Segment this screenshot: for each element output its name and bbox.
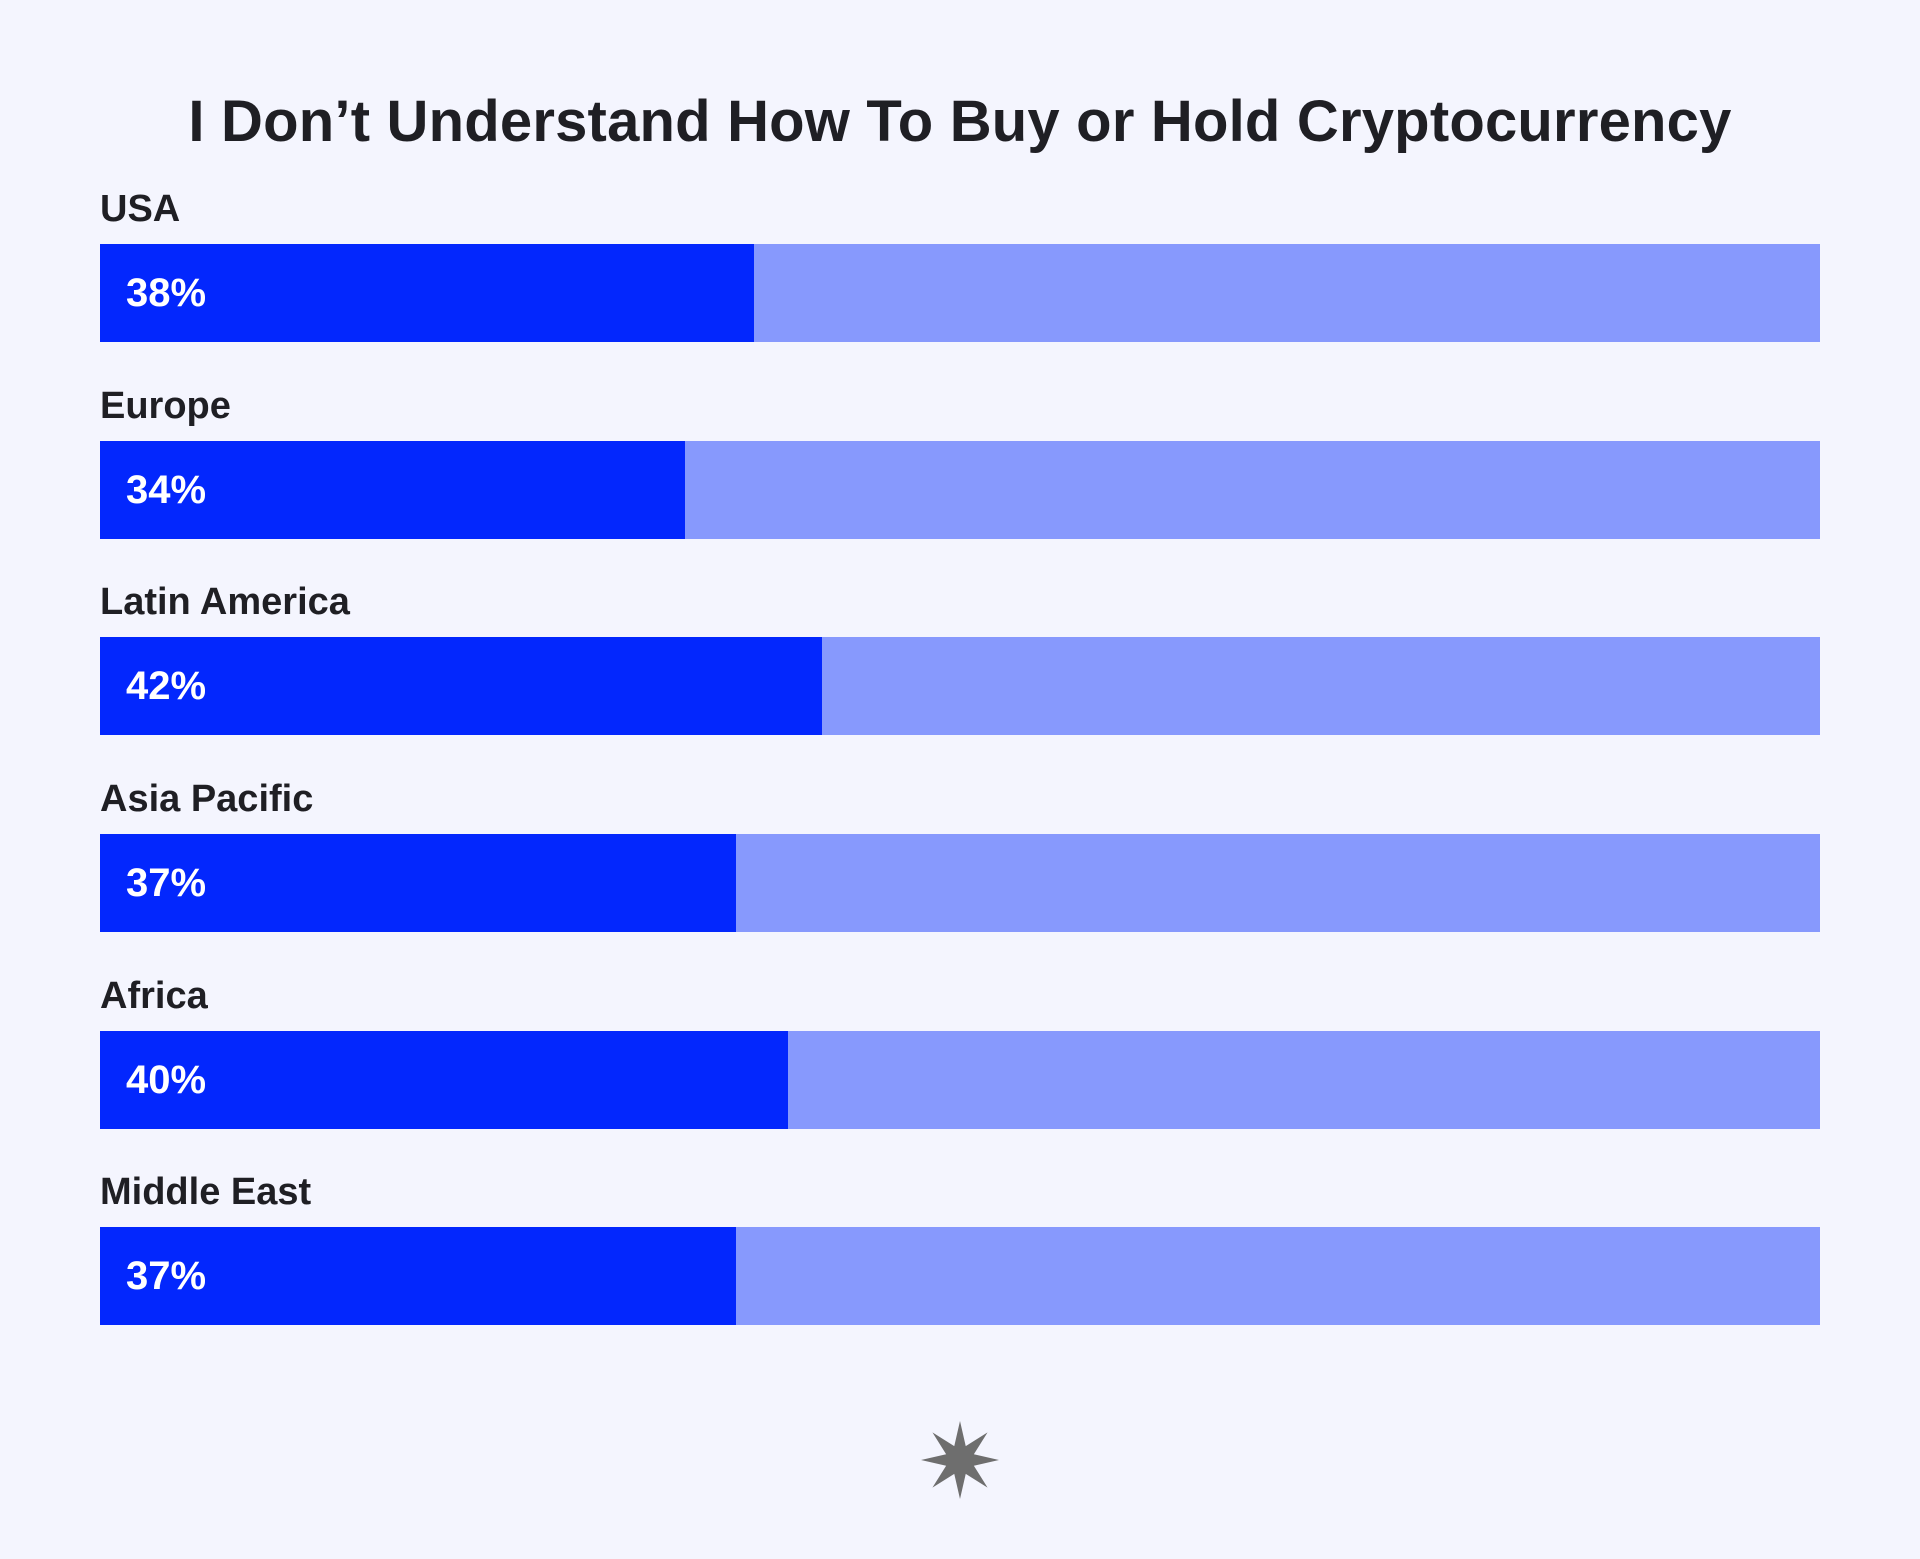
- bar: [100, 1030, 788, 1129]
- bar-track: 38%: [100, 244, 1820, 342]
- bar-track: 40%: [100, 1030, 1820, 1129]
- value-label: 37%: [126, 861, 207, 906]
- bar-row: Latin America 42%: [100, 579, 1820, 776]
- value-label: 40%: [126, 1057, 207, 1102]
- bar: [100, 637, 823, 736]
- bar-row: USA 38%: [100, 186, 1820, 383]
- bar-track: 34%: [100, 440, 1820, 539]
- bar-track: 37%: [100, 1227, 1820, 1326]
- bar-track: 42%: [100, 637, 1820, 736]
- bar-chart: USA 38% Europe 34% Latin America 42% Asia Paci…: [100, 186, 1820, 1366]
- star-burst-icon: [921, 1421, 999, 1499]
- value-label: 37%: [126, 1254, 207, 1299]
- bar: [100, 440, 685, 539]
- category-label: Asia Pacific: [100, 778, 314, 821]
- category-label: Europe: [100, 384, 231, 427]
- bar: [100, 244, 754, 342]
- bar: [100, 834, 737, 933]
- bar-row: Africa 40%: [100, 973, 1820, 1170]
- category-label: Africa: [100, 974, 208, 1017]
- chart-title: I Don’t Understand How To Buy or Hold Cr…: [188, 89, 1732, 154]
- bar-row: Asia Pacific 37%: [100, 776, 1820, 973]
- category-label: USA: [100, 188, 181, 230]
- bar-row: Middle East 37%: [100, 1169, 1820, 1366]
- bar: [100, 1227, 737, 1326]
- category-label: Latin America: [100, 581, 350, 624]
- value-label: 38%: [126, 271, 207, 315]
- bar-row: Europe 34%: [100, 383, 1820, 580]
- bar-track: 37%: [100, 834, 1820, 933]
- value-label: 42%: [126, 664, 207, 709]
- value-label: 34%: [126, 467, 207, 512]
- category-label: Middle East: [100, 1171, 312, 1214]
